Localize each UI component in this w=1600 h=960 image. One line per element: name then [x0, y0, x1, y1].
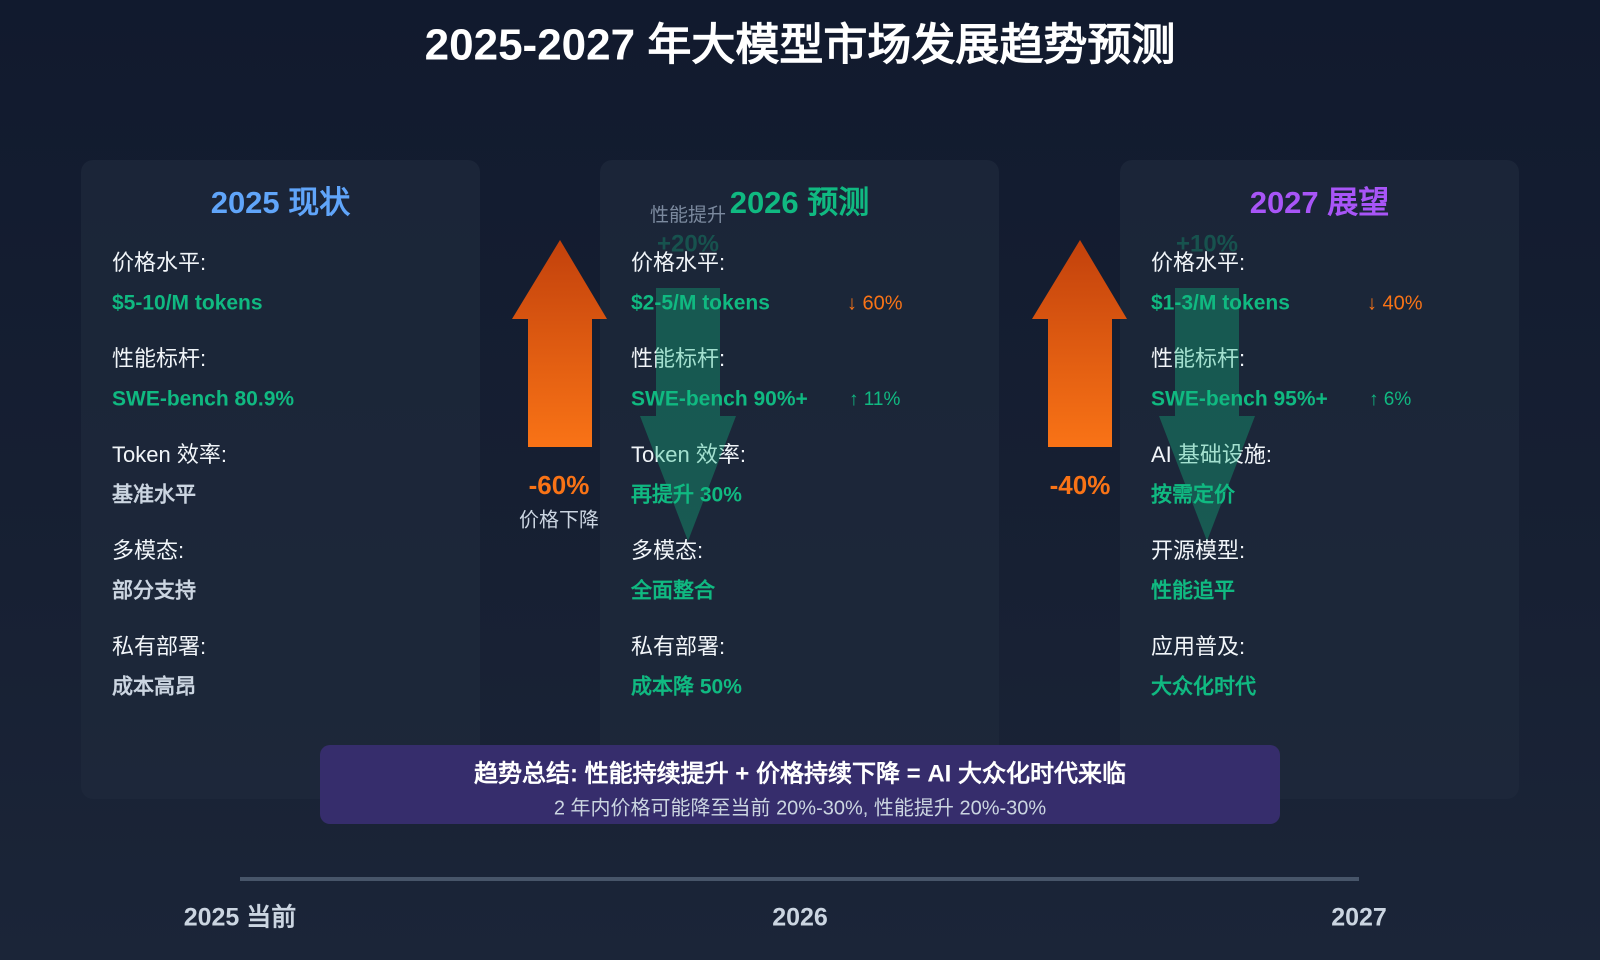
- item-label: Token 效率:: [631, 442, 746, 467]
- item-change: ↑ 6%: [1369, 389, 1411, 410]
- panel: [600, 160, 999, 799]
- item-label: 私有部署:: [112, 634, 206, 659]
- item-label: AI 基础设施:: [1151, 442, 1272, 467]
- item-value: 成本高昂: [112, 675, 196, 699]
- item-value: 大众化时代: [1151, 675, 1256, 699]
- timeline-label: 2025 当前: [184, 903, 297, 932]
- item-label: 应用普及:: [1151, 634, 1245, 659]
- item-change: ↓ 60%: [847, 292, 903, 314]
- item-label: 多模态:: [112, 538, 184, 563]
- down-arrow: [1159, 288, 1255, 541]
- panel-heading: 2027 展望: [1250, 185, 1390, 220]
- item-value: $5-10/M tokens: [112, 292, 263, 315]
- arrow-caption: 价格下降: [519, 508, 599, 531]
- item-value: SWE-bench 90%+: [631, 388, 808, 411]
- panel: [81, 160, 480, 799]
- price-arrow: [512, 240, 1127, 447]
- item-label: 价格水平:: [1151, 250, 1245, 275]
- item-value: $2-5/M tokens: [631, 292, 770, 315]
- timeline-label: 2026: [772, 904, 828, 932]
- timeline-label: 2027: [1331, 904, 1387, 932]
- item-label: 性能标杆:: [1151, 346, 1245, 371]
- item-label: 开源模型:: [1151, 538, 1245, 563]
- summary-title: 趋势总结: 性能持续提升 + 价格持续下降 = AI 大众化时代来临: [474, 759, 1126, 787]
- item-value: 再提升 30%: [631, 483, 742, 507]
- panel-heading: 2025 现状: [211, 185, 352, 220]
- item-label: 性能标杆:: [631, 346, 725, 371]
- item-label: 私有部署:: [631, 634, 725, 659]
- up-arrow: [1032, 240, 1127, 447]
- arrow-caption: 性能提升: [650, 204, 726, 226]
- item-label: 性能标杆:: [112, 346, 206, 371]
- item-value: $1-3/M tokens: [1151, 292, 1290, 315]
- down-arrow: [640, 288, 736, 541]
- arrow-change: -40%: [1050, 470, 1111, 500]
- item-value: 成本降 50%: [631, 675, 742, 699]
- item-value: 按需定价: [1151, 483, 1236, 507]
- arrow-change: +10%: [1176, 230, 1238, 257]
- item-label: 价格水平:: [112, 250, 206, 275]
- item-label: 多模态:: [631, 538, 703, 563]
- panel-heading: 2026 预测: [730, 185, 870, 220]
- item-value: 全面整合: [630, 579, 716, 603]
- item-value: 性能追平: [1151, 579, 1235, 603]
- item-label: Token 效率:: [112, 442, 227, 467]
- item-change: ↑ 11%: [849, 389, 901, 410]
- arrow-change: -60%: [529, 470, 590, 500]
- item-value: SWE-bench 80.9%: [112, 388, 294, 411]
- summary-subtitle: 2 年内价格可能降至当前 20%-30%, 性能提升 20%-30%: [554, 796, 1047, 819]
- item-label: 价格水平:: [631, 250, 725, 275]
- panel: [1120, 160, 1519, 799]
- item-value: 基准水平: [112, 484, 196, 507]
- up-arrow: [512, 240, 607, 447]
- item-change: ↓ 40%: [1367, 292, 1423, 314]
- arrow-change: +20%: [657, 230, 719, 257]
- item-value: 部分支持: [112, 579, 196, 603]
- item-value: SWE-bench 95%+: [1151, 388, 1328, 411]
- title: 2025-2027 年大模型市场发展趋势预测: [425, 21, 1176, 70]
- performance-arrow: [640, 288, 1255, 541]
- summary-box: [320, 745, 1280, 824]
